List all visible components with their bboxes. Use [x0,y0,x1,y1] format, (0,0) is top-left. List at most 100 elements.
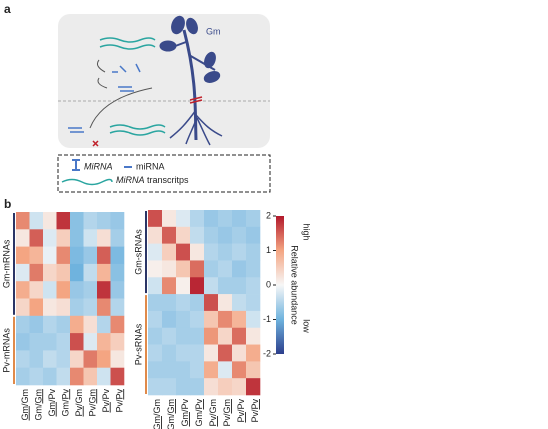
heat-cell [43,229,57,247]
column-label-part: Pv [101,402,111,413]
heat-cell [190,277,205,295]
heat-cell [43,212,57,230]
heat-cell [43,298,57,317]
heat-cell [176,260,191,278]
heat-cell [204,210,219,228]
heat-cell [218,327,233,345]
column-label-part: Gm [166,399,176,414]
heat-cell [190,327,205,345]
heat-cell [232,243,247,261]
legend-text: MiRNA [84,161,113,171]
heat-cell [56,333,71,351]
column-label-part: Pv [115,389,125,400]
heat-cell [29,298,44,317]
column-label-part: Pv [74,406,84,417]
heat-cell [43,315,57,334]
heat-cell [204,361,219,379]
heat-cell [148,277,163,295]
heat-cell [16,246,30,265]
heat-cell [110,298,125,317]
column-label-part: Pv [47,389,57,400]
column-label: Pv/Pv [236,399,246,423]
column-label-part: Gm [61,402,71,417]
heat-cell [83,333,98,351]
column-label: Gm/Pv [61,389,71,417]
heat-cell [148,378,163,396]
heat-cell [43,333,57,351]
heat-cell [97,263,111,282]
column-label-part: Pv [61,389,71,400]
heat-cell [83,315,98,334]
group-label: Pv-sRNAs [133,323,143,365]
heat-cell [43,281,57,299]
heat-cell [70,367,84,386]
heat-cell [148,210,163,228]
heat-cell [70,212,84,230]
heat-cell [29,333,44,351]
heat-cell [29,246,44,265]
column-label-part: Gm [180,412,190,427]
heat-cell [232,378,247,396]
heat-cell [56,281,71,299]
column-label-part: / [180,409,190,412]
column-label-part: / [47,399,57,402]
colorbar-tick-label: 2 [266,210,271,220]
colorbar-tick-label: -1 [263,314,271,324]
column-label-part: Pv [194,399,204,410]
heat-cell [246,226,261,244]
column-label-part: Pv [88,406,98,417]
heat-cell [97,246,111,265]
heat-cell [110,229,125,247]
column-label: Pv/Gm [222,399,232,427]
heat-cell [176,361,191,379]
column-label-part: Gm [20,389,30,404]
heat-cell [97,350,111,368]
heat-cell [70,350,84,368]
heat-cell [56,298,71,317]
column-label-part: / [194,409,204,412]
heat-cell [232,294,247,312]
column-label: Gm/Pv [194,399,204,427]
heat-cell [56,212,71,230]
heat-cell [29,367,44,386]
pathway-icons [68,37,166,147]
column-label-part: / [115,399,125,402]
column-label: Gm/Pv [47,389,57,417]
colorbar-tick-label: 1 [266,245,271,255]
heat-cell [218,310,233,329]
heat-cell [176,294,191,312]
heat-cell [29,229,44,247]
heat-cell [232,226,247,244]
heat-cell [190,378,205,396]
column-label-part: / [152,413,162,416]
heat-cell [29,263,44,282]
heat-cell [190,210,205,228]
heat-cell [97,281,111,299]
heat-cell [148,361,163,379]
heat-cell [162,327,177,345]
column-label: Gm/Gm [152,399,162,429]
heat-cell [218,226,233,244]
heat-cell [70,229,84,247]
heat-cell [246,327,261,345]
heat-cell [218,277,233,295]
heat-cell [97,315,111,334]
legend-text: MiRNA [116,175,145,185]
column-label-part: Gm [166,416,176,429]
heat-cell [83,350,98,368]
heat-cell [43,246,57,265]
heat-cell [110,263,125,282]
heat-cell [162,378,177,396]
column-label: Pv/Gm [74,389,84,417]
column-label-part: / [208,413,218,416]
heat-cell [16,350,30,368]
heat-cell [148,344,163,362]
legend-box [57,154,271,193]
heat-cell [29,281,44,299]
heat-cell [56,350,71,368]
plant [159,15,223,146]
heat-cell [43,367,57,386]
column-label-part: Pv [101,389,111,400]
